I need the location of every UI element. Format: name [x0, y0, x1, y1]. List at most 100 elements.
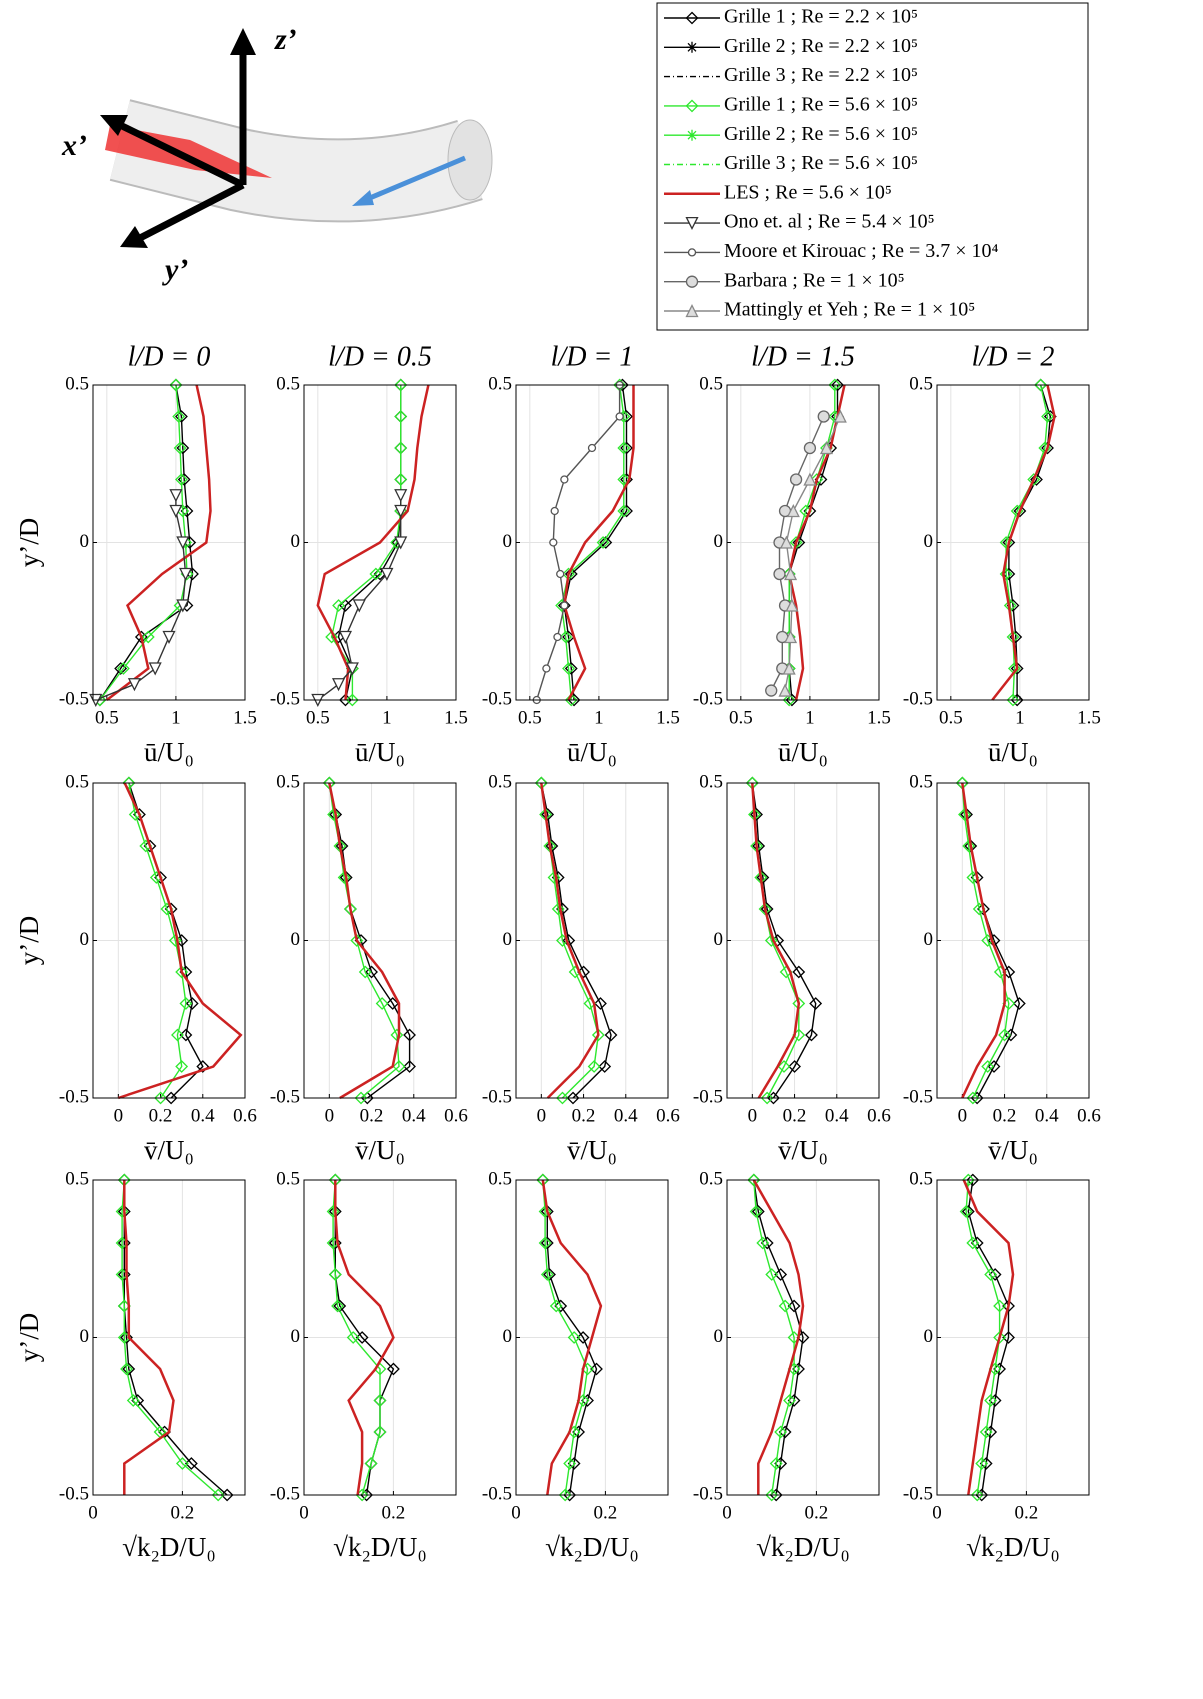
legend-label: Grille 3 ; Re = 2.2 × 10⁵: [724, 64, 918, 86]
x-tick-label: 1.5: [233, 707, 257, 728]
marker: [750, 808, 763, 821]
marker: [760, 1236, 774, 1250]
marker: [792, 536, 806, 549]
legend-box: [656, 2, 1089, 331]
marker: [177, 473, 191, 486]
marker: [328, 1268, 342, 1281]
y-tick-label: -0.5: [270, 1086, 300, 1107]
marker: [173, 441, 187, 455]
marker: [154, 1091, 167, 1105]
chart-title: l/D = 1: [551, 341, 634, 372]
y-tick-label: 0: [503, 1326, 513, 1347]
series-line: [961, 782, 1006, 1099]
marker: [169, 378, 183, 392]
marker: [792, 1362, 805, 1376]
marker: [122, 1362, 136, 1376]
y-tick-label: 0.5: [276, 373, 300, 394]
plot-frame: [92, 1179, 246, 1496]
series-line: [542, 1179, 589, 1496]
chart-title: l/D = 2: [972, 341, 1055, 372]
marker: [1002, 567, 1016, 581]
marker: [394, 441, 408, 455]
plot-frame: [92, 384, 246, 701]
marker: [328, 1236, 342, 1250]
marker: [211, 1488, 225, 1502]
marker: [122, 776, 136, 790]
marker: [617, 504, 631, 518]
marker: [785, 598, 799, 612]
marker: [778, 1299, 792, 1313]
axis-name: x’: [61, 129, 87, 162]
marker: [784, 630, 798, 644]
series-line: [784, 416, 841, 691]
marker: [758, 902, 772, 916]
x-tick-label: 0.2: [572, 1105, 596, 1126]
marker: [169, 504, 183, 518]
x-tick-label: 0.5: [729, 707, 753, 728]
series-line: [753, 1179, 804, 1496]
series-line: [753, 1179, 795, 1496]
marker: [1002, 1299, 1015, 1313]
marker: [959, 1205, 973, 1218]
marker: [162, 630, 176, 644]
marker: [553, 632, 562, 642]
marker: [970, 1488, 984, 1502]
marker: [765, 684, 778, 697]
x-tick-label: 0.5: [95, 707, 119, 728]
marker: [566, 1091, 580, 1105]
x-tick-label: 0: [722, 1502, 732, 1523]
marker: [596, 536, 610, 549]
plot-frame: [515, 1179, 669, 1496]
marker: [782, 661, 796, 675]
marker: [981, 1060, 995, 1073]
plot-frame: [726, 384, 880, 701]
y-axis-label: y’/D: [14, 916, 44, 966]
x-tick-label: 0.4: [1035, 1105, 1059, 1126]
y-arrow: [120, 226, 148, 248]
marker: [394, 473, 408, 486]
y-tick-label: 0: [80, 1326, 90, 1347]
marker: [1027, 473, 1041, 486]
marker: [765, 1268, 779, 1281]
y-tick-label: 0.5: [699, 1168, 723, 1189]
marker: [364, 1457, 378, 1470]
marker: [590, 1362, 603, 1376]
legend-label: Ono et. al ; Re = 5.4 × 10⁵: [724, 211, 935, 233]
marker: [556, 569, 565, 579]
series-line: [962, 1179, 1015, 1496]
marker: [783, 1394, 797, 1407]
y-tick-label: 0.5: [276, 771, 300, 792]
marker: [141, 630, 155, 644]
marker: [784, 567, 798, 581]
x-axis: [118, 121, 245, 189]
marker: [685, 275, 699, 288]
marker: [127, 678, 142, 692]
y-tick-label: 0: [714, 531, 724, 552]
y-tick-label: 0: [503, 929, 513, 950]
x-tick-label: 0: [299, 1502, 309, 1523]
marker: [1041, 410, 1054, 423]
marker: [833, 409, 847, 423]
x-axis-label: √k₂D/U₀: [545, 1532, 639, 1562]
marker: [617, 441, 631, 455]
x-axis-label: v̄/U₀: [144, 1135, 194, 1165]
marker: [117, 1268, 131, 1281]
marker: [979, 1425, 993, 1439]
y-tick-label: 0: [924, 929, 934, 950]
legend-label: Grille 3 ; Re = 5.6 × 10⁵: [724, 152, 918, 174]
marker: [779, 535, 793, 549]
marker: [556, 1091, 569, 1105]
marker: [126, 1394, 140, 1407]
x-tick-label: 0: [537, 1105, 547, 1126]
marker: [120, 1362, 133, 1376]
legend-label: Barbara ; Re = 1 × 10⁵: [724, 269, 905, 291]
marker: [369, 567, 383, 581]
marker: [375, 997, 389, 1010]
x-axis-label: v̄/U₀: [988, 1135, 1038, 1165]
x-tick-label: 1.5: [656, 707, 680, 728]
marker: [564, 693, 578, 707]
y-tick-label: 0.5: [909, 771, 933, 792]
marker: [598, 1060, 612, 1073]
marker: [345, 693, 359, 707]
